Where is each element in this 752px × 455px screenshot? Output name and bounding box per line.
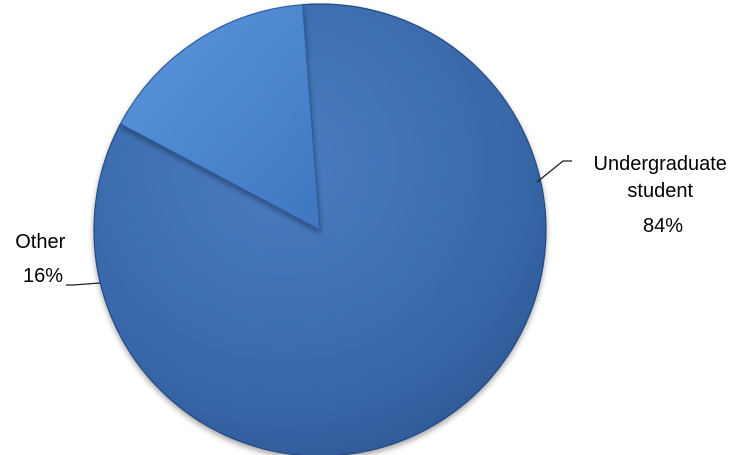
- svg-text:Other 16%: Other 16%: [15, 231, 71, 287]
- leader-line-other: [66, 282, 101, 286]
- pie-slices: [93, 3, 547, 455]
- label-percent: 16%: [23, 265, 63, 287]
- label-percent: 84%: [643, 215, 683, 237]
- pie-slice-other: [119, 4, 321, 232]
- pie-labels: Undergraduate student 84% Other 16%: [15, 153, 733, 287]
- label-name-line-1: Other: [15, 231, 65, 253]
- data-label-other: Other 16%: [15, 231, 101, 287]
- leader-line-undergraduate-student: [536, 160, 572, 183]
- data-label-undergraduate-student: Undergraduate student 84%: [536, 153, 733, 237]
- label-name-line-2: student: [627, 180, 693, 202]
- svg-text:Undergraduate student: Undergraduate student 84%: [594, 153, 733, 237]
- label-name-line-1: Undergraduate: [594, 153, 727, 175]
